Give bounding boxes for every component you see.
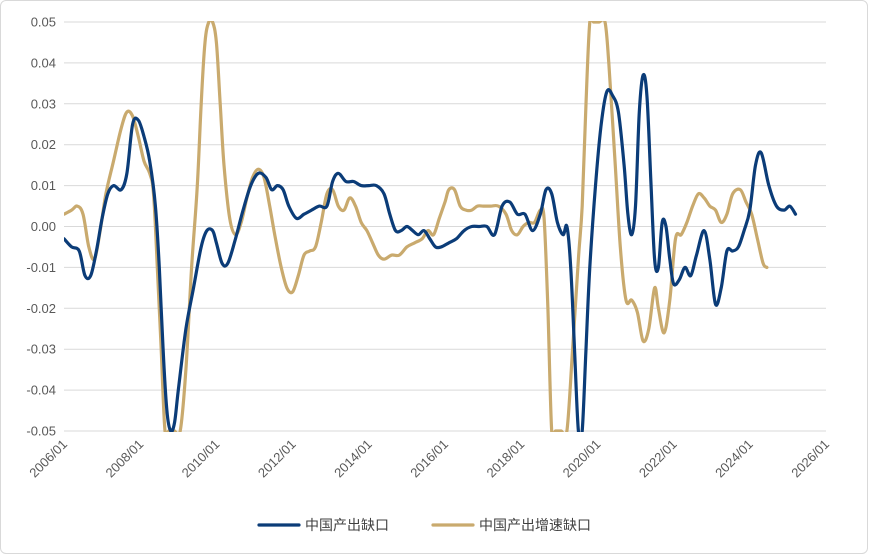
- x-tick-label: 2026/01: [788, 437, 832, 481]
- y-tick-label: 0.02: [31, 137, 56, 152]
- x-tick-label: 2006/01: [26, 437, 70, 481]
- x-tick-label: 2022/01: [636, 437, 680, 481]
- x-tick-label: 2010/01: [179, 437, 223, 481]
- series-line-1: [64, 21, 769, 432]
- y-tick-label: -0.02: [26, 301, 56, 316]
- y-tick-label: -0.05: [26, 424, 56, 439]
- y-tick-label: 0.03: [31, 96, 56, 111]
- y-tick-label: -0.01: [26, 260, 56, 275]
- x-tick-label: 2016/01: [407, 437, 451, 481]
- x-tick-label: 2012/01: [255, 437, 299, 481]
- x-tick-label: 2018/01: [483, 437, 527, 481]
- y-tick-label: -0.03: [26, 342, 56, 357]
- y-tick-label: 0.00: [31, 219, 56, 234]
- legend-label-0: 中国产出缺口: [305, 518, 389, 534]
- grid-layer: [64, 21, 826, 432]
- y-tick-label: 0.04: [31, 55, 56, 70]
- series-line-0: [64, 72, 798, 432]
- series-layer: [64, 21, 798, 432]
- x-tick-label: 2024/01: [712, 437, 756, 481]
- y-tick-label: 0.05: [31, 15, 56, 30]
- x-tick-label: 2014/01: [331, 437, 375, 481]
- x-tick-label: 2008/01: [102, 437, 146, 481]
- legend: 中国产出缺口 中国产出增速缺口: [257, 518, 591, 534]
- x-axis-ticks: 2006/01 2008/01 2010/01 2012/01 2014/01 2016/…: [26, 437, 832, 481]
- x-tick-label: 2020/01: [560, 437, 604, 481]
- y-axis-ticks: 0.05 0.04 0.03 0.02 0.01 0.00 -0.01 -0.02 -0.03 -…: [26, 15, 56, 439]
- legend-label-1: 中国产出增速缺口: [479, 518, 591, 534]
- y-tick-label: -0.04: [26, 383, 56, 398]
- y-tick-label: 0.01: [31, 178, 56, 193]
